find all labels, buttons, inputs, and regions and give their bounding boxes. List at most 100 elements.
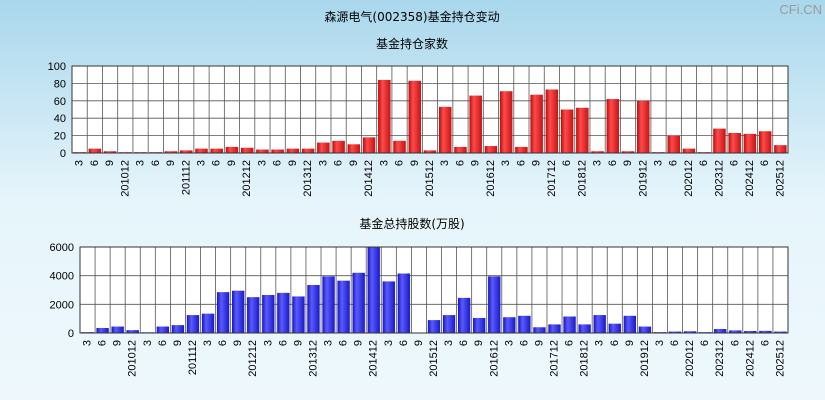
x-tick-label: 6 [561,160,573,166]
bar [457,297,471,333]
bar [186,315,200,333]
x-tick-label: 201312 [302,160,314,197]
x-tick-label: 3 [323,340,335,346]
bar [164,151,178,153]
plot-area [71,65,789,154]
x-tick-label: 201512 [424,160,436,197]
bar [454,146,467,153]
x-tick-label: 9 [172,340,184,346]
bar [322,276,335,333]
x-tick-label: 202012 [684,340,696,377]
plot-frame [71,65,789,154]
x-tick-label: 202312 [714,340,726,377]
x-tick-label: 3 [142,340,154,346]
x-tick-label: 9 [533,340,545,346]
bar [231,290,245,333]
x-tick-label: 6 [150,160,162,166]
bar [111,326,124,333]
bar [518,315,531,333]
y-tick-label: 6000 [50,242,74,254]
x-tick-label: 6 [668,160,680,166]
bar [545,89,559,153]
x-tick-label: 6 [277,340,289,346]
bar [576,107,589,153]
x-tick-label: 3 [653,160,665,166]
x-tick-label: 9 [165,160,177,166]
chart-title: 基金持仓家数 [376,36,448,51]
bar [729,330,742,333]
x-tick-label: 6 [217,340,229,346]
x-tick-label: 9 [232,340,244,346]
x-tick-label: 201112 [180,160,192,195]
bar [180,150,193,153]
y-tick-label: 60 [54,96,66,108]
x-tick-label: 9 [413,340,425,346]
bar [393,140,406,153]
bar [96,327,109,333]
bar [195,148,208,153]
x-tick-label: 6 [759,340,771,346]
bar [88,148,102,153]
x-tick-label: 201712 [546,160,558,197]
bar [225,146,239,153]
y-tick-label: 40 [54,113,66,125]
x-tick-label: 201812 [579,340,591,377]
bar [397,273,411,333]
x-tick-label: 6 [211,160,223,166]
x-tick-label: 6 [669,340,681,346]
bar [714,328,727,333]
x-tick-label: 9 [292,340,304,346]
bar [637,100,650,153]
x-tick-label: 9 [104,160,116,166]
bar [352,272,365,333]
x-tick-label: 202312 [713,160,725,197]
x-tick-label: 3 [74,160,86,166]
x-tick-label: 6 [398,340,410,346]
x-tick-label: 201112 [187,340,199,375]
x-tick-label: 3 [594,340,606,346]
bar [292,296,305,333]
bar [277,292,290,333]
x-tick-label: 201912 [639,340,651,377]
x-tick-label: 3 [592,160,604,166]
bar [515,146,528,153]
bar [499,91,513,153]
x-tick-label: 202512 [774,160,786,197]
bar [201,313,215,333]
x-tick-label: 202412 [744,160,756,197]
bar [438,106,452,153]
bar [210,148,223,153]
x-tick-label: 3 [317,160,329,166]
bar [126,330,139,333]
x-tick-label: 3 [383,340,395,346]
bar [728,132,741,153]
bar [668,331,682,333]
bar [216,292,230,333]
x-tick-label: 3 [82,340,94,346]
bar [378,79,391,153]
bar [530,94,543,153]
watermark: CFi.CN [779,2,822,17]
x-tick-label: 201312 [307,340,319,377]
x-tick-label: 6 [333,160,345,166]
x-tick-label: 6 [515,160,527,166]
bar [469,95,482,153]
bar [578,324,591,333]
bar [103,151,117,153]
x-tick-label: 6 [759,160,771,166]
bar [332,140,345,153]
x-tick-label: 9 [287,160,299,166]
bar [774,145,787,153]
bar [473,317,486,333]
x-tick-label: 201012 [119,160,131,197]
bar [533,327,546,333]
bar [758,131,772,153]
bar [337,280,350,333]
x-tick-label: 202012 [683,160,695,197]
bar [759,330,772,333]
bar [317,142,330,153]
x-tick-label: 9 [624,340,636,346]
x-tick-label: 201912 [637,160,649,197]
x-tick-label: 3 [500,160,512,166]
